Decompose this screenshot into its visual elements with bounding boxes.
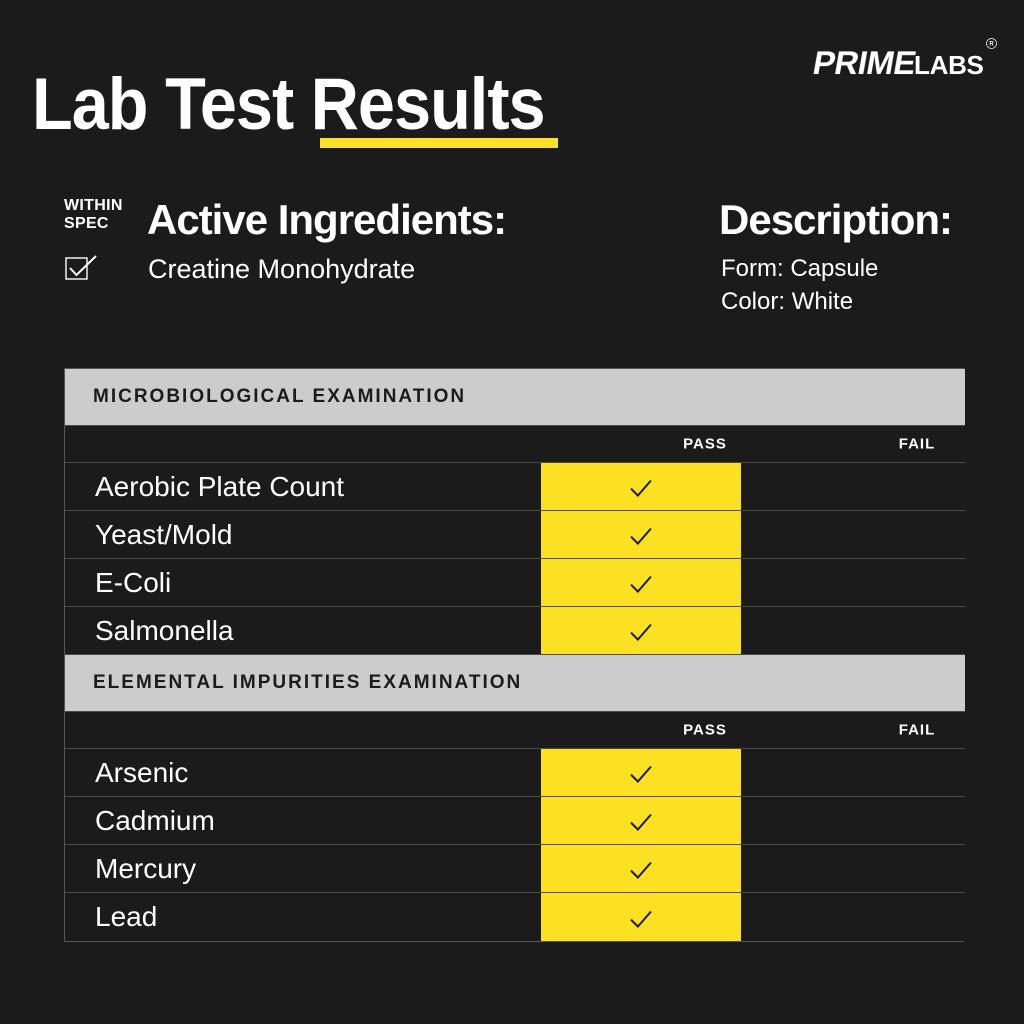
svg-text:R: R [989, 42, 994, 48]
